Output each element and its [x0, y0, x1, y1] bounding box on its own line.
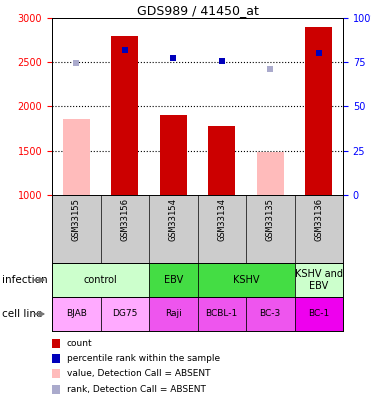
Text: cell line: cell line	[2, 309, 42, 319]
Text: BJAB: BJAB	[66, 309, 87, 318]
Bar	[52, 339, 60, 347]
Bar	[63, 119, 89, 195]
Text: GSM33134: GSM33134	[217, 198, 226, 241]
Bar	[160, 115, 187, 195]
Title: GDS989 / 41450_at: GDS989 / 41450_at	[137, 4, 259, 17]
Text: Raji: Raji	[165, 309, 182, 318]
Bar	[149, 263, 197, 297]
Text: GSM33136: GSM33136	[314, 198, 323, 241]
Text: count: count	[67, 339, 92, 347]
Text: KSHV: KSHV	[233, 275, 259, 285]
Text: infection: infection	[2, 275, 47, 285]
Bar	[246, 297, 295, 331]
Text: DG75: DG75	[112, 309, 137, 318]
Text: GSM33156: GSM33156	[120, 198, 129, 241]
Text: KSHV and
EBV: KSHV and EBV	[295, 269, 343, 291]
Bar	[52, 297, 101, 331]
Text: BC-1: BC-1	[308, 309, 329, 318]
Bar	[111, 36, 138, 195]
Bar	[295, 297, 343, 331]
Text: EBV: EBV	[164, 275, 183, 285]
Bar	[101, 297, 149, 331]
Text: rank, Detection Call = ABSENT: rank, Detection Call = ABSENT	[67, 385, 206, 394]
Bar	[52, 354, 60, 363]
Text: BCBL-1: BCBL-1	[206, 309, 238, 318]
Bar	[257, 151, 283, 195]
Bar	[197, 297, 246, 331]
Text: control: control	[83, 275, 117, 285]
Bar	[209, 126, 235, 195]
Text: GSM33155: GSM33155	[72, 198, 81, 241]
Text: GSM33154: GSM33154	[169, 198, 178, 241]
Bar	[305, 27, 332, 195]
Text: GSM33135: GSM33135	[266, 198, 275, 241]
Text: BC-3: BC-3	[260, 309, 281, 318]
Bar	[52, 263, 149, 297]
Text: percentile rank within the sample: percentile rank within the sample	[67, 354, 220, 363]
Text: value, Detection Call = ABSENT: value, Detection Call = ABSENT	[67, 369, 210, 378]
Bar	[52, 369, 60, 378]
Bar	[52, 385, 60, 394]
Bar	[149, 297, 197, 331]
Bar	[197, 263, 295, 297]
Bar	[295, 263, 343, 297]
